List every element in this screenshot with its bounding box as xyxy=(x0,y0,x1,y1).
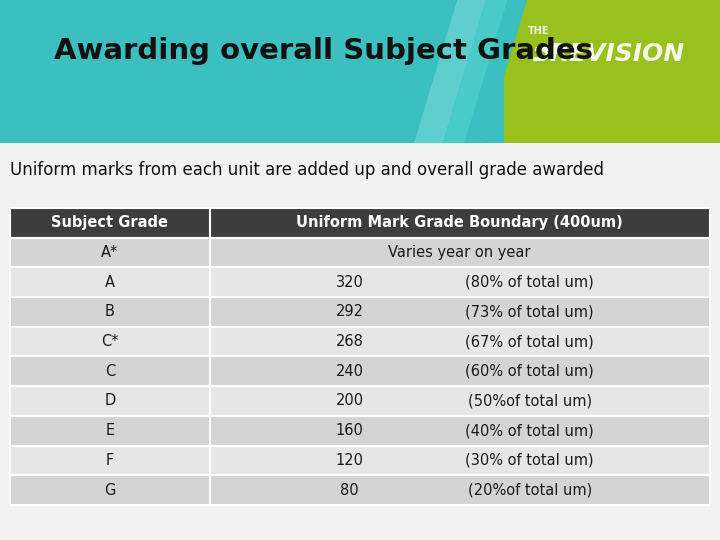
Bar xyxy=(210,475,710,505)
Bar xyxy=(210,386,710,416)
Text: Varies year on year: Varies year on year xyxy=(389,245,531,260)
Bar xyxy=(210,297,710,327)
Bar xyxy=(10,297,210,327)
Bar xyxy=(210,238,710,267)
Text: A*: A* xyxy=(101,245,119,260)
Text: (60% of total um): (60% of total um) xyxy=(465,364,594,379)
Text: 320: 320 xyxy=(336,275,364,289)
Bar xyxy=(10,475,210,505)
Text: 268: 268 xyxy=(336,334,364,349)
Bar xyxy=(10,208,210,238)
Polygon shape xyxy=(414,0,486,143)
Bar xyxy=(10,416,210,446)
Text: (40% of total um): (40% of total um) xyxy=(465,423,594,438)
Text: 80: 80 xyxy=(341,483,359,497)
Bar xyxy=(210,327,710,356)
Text: F: F xyxy=(106,453,114,468)
Text: A: A xyxy=(105,275,114,289)
Bar xyxy=(504,0,720,143)
Text: B: B xyxy=(105,305,114,319)
Bar xyxy=(0,0,720,143)
Text: C*: C* xyxy=(101,334,119,349)
Bar xyxy=(10,327,210,356)
Text: Uniform marks from each unit are added up and overall grade awarded: Uniform marks from each unit are added u… xyxy=(10,161,604,179)
Bar xyxy=(210,356,710,386)
Bar xyxy=(10,356,210,386)
Text: THE: THE xyxy=(528,26,549,37)
Text: 240: 240 xyxy=(336,364,364,379)
Text: D: D xyxy=(104,394,115,408)
Text: (67% of total um): (67% of total um) xyxy=(465,334,594,349)
Text: C: C xyxy=(104,364,115,379)
Text: 200: 200 xyxy=(336,394,364,408)
Polygon shape xyxy=(443,0,508,143)
Bar xyxy=(210,208,710,238)
Bar xyxy=(10,386,210,416)
Text: (50%of total um): (50%of total um) xyxy=(468,394,592,408)
Text: Awarding overall Subject Grades: Awarding overall Subject Grades xyxy=(54,37,593,65)
Polygon shape xyxy=(464,0,527,143)
Text: (30% of total um): (30% of total um) xyxy=(465,453,594,468)
Text: E: E xyxy=(105,423,114,438)
Bar xyxy=(10,267,210,297)
Text: G: G xyxy=(104,483,115,497)
Bar xyxy=(10,238,210,267)
Text: (20%of total um): (20%of total um) xyxy=(468,483,592,497)
Text: (73% of total um): (73% of total um) xyxy=(465,305,594,319)
Text: ᴞREVISION: ᴞREVISION xyxy=(526,42,684,66)
Bar xyxy=(210,446,710,475)
Text: (80% of total um): (80% of total um) xyxy=(465,275,594,289)
Text: 160: 160 xyxy=(336,423,364,438)
Bar xyxy=(210,267,710,297)
Text: 292: 292 xyxy=(336,305,364,319)
Text: 120: 120 xyxy=(336,453,364,468)
Bar xyxy=(0,143,720,540)
Bar xyxy=(10,446,210,475)
Bar xyxy=(210,416,710,446)
Text: Subject Grade: Subject Grade xyxy=(51,215,168,230)
Text: Uniform Mark Grade Boundary (400um): Uniform Mark Grade Boundary (400um) xyxy=(297,215,623,230)
